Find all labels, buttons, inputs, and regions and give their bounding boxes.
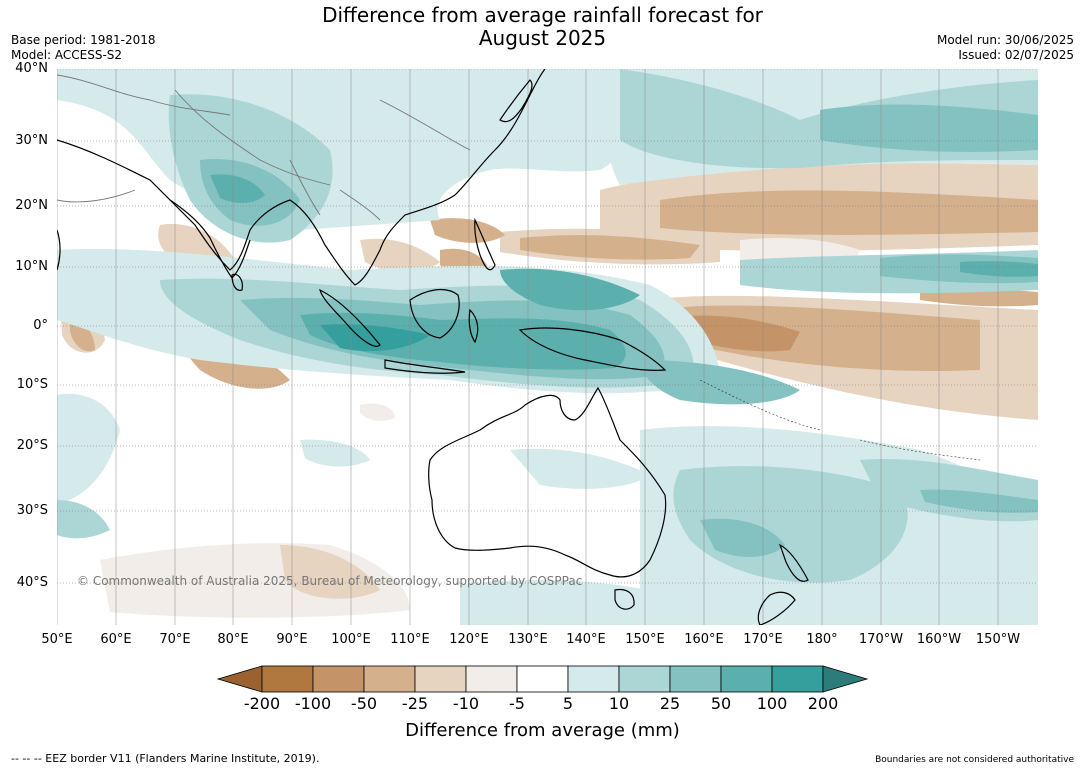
- new-zealand-coast: [757, 543, 809, 625]
- colorbar-label: -200: [243, 694, 281, 713]
- sri-lanka-coast: [231, 273, 243, 291]
- wet-anomaly-regions: [57, 69, 1038, 625]
- borneo-coast: [409, 288, 460, 339]
- colorbar-bin: [414, 665, 467, 693]
- philippines-coast: [474, 217, 496, 271]
- colorbar-label: 50: [710, 694, 732, 713]
- sulawesi-coast: [468, 308, 479, 344]
- colorbar-bin: [516, 665, 569, 693]
- boundaries-note: Boundaries are not considered authoritat…: [875, 755, 1074, 765]
- colorbar-label: 200: [807, 694, 839, 713]
- colorbar-label: 25: [659, 694, 681, 713]
- colorbar: [216, 665, 869, 693]
- lon-label: 160°E: [684, 632, 724, 647]
- colorbar-label: -25: [401, 694, 429, 713]
- lon-label: 140°E: [566, 632, 606, 647]
- colorbar-label: 10: [608, 694, 630, 713]
- colorbar-bin: [465, 665, 518, 693]
- colorbar-bin: [618, 665, 671, 693]
- colorbar-label: -10: [452, 694, 480, 713]
- colorbar-left-arrow: [216, 665, 263, 693]
- lon-label: 60°E: [100, 632, 132, 647]
- lon-label: 150°E: [625, 632, 665, 647]
- colorbar-bin: [567, 665, 620, 693]
- colorbar-label: 100: [756, 694, 788, 713]
- colorbar-label: 5: [562, 694, 574, 713]
- country-borders: [57, 74, 471, 221]
- lon-label: 90°E: [276, 632, 308, 647]
- title-line-1: Difference from average rainfall forecas…: [322, 3, 763, 27]
- new-guinea-coast: [518, 327, 667, 371]
- lat-label: 30°N: [15, 133, 48, 148]
- eez-borders: [699, 379, 981, 461]
- lon-label: 180°: [806, 632, 838, 647]
- issued-date: Issued: 02/07/2025: [958, 48, 1074, 62]
- sumatra-coast: [319, 288, 381, 347]
- lon-label: 130°E: [508, 632, 548, 647]
- colorbar-bin: [261, 665, 314, 693]
- lon-label: 100°E: [331, 632, 371, 647]
- japan-coast: [499, 79, 533, 123]
- meta-right: Model run: 30/06/2025 Issued: 02/07/2025: [937, 33, 1074, 63]
- africa-coast: [57, 229, 61, 271]
- lon-label: 50°E: [41, 632, 73, 647]
- india-coast: [169, 199, 251, 279]
- colorbar-label: -100: [294, 694, 332, 713]
- java-coast: [384, 359, 466, 374]
- lat-label: 10°S: [16, 377, 48, 392]
- eez-legend: -- -- -- EEZ border V11 (Flanders Marine…: [11, 752, 320, 765]
- title-line-2: August 2025: [478, 26, 607, 50]
- lat-label: 30°S: [16, 503, 48, 518]
- model-name: Model: ACCESS-S2: [11, 48, 123, 62]
- base-period: Base period: 1981-2018: [11, 33, 156, 47]
- colorbar-bin: [771, 665, 824, 693]
- dry-anomaly-regions: [60, 83, 1038, 618]
- lat-label: 40°N: [15, 61, 48, 76]
- colorbar-label: -5: [509, 694, 525, 713]
- lat-label: 10°N: [15, 259, 48, 274]
- colorbar-bin: [363, 665, 416, 693]
- asia-coast: [57, 69, 546, 286]
- lat-label: 0°: [33, 318, 48, 333]
- colorbar-bin: [312, 665, 365, 693]
- copyright-notice: © Commonwealth of Australia 2025, Bureau…: [77, 574, 583, 588]
- lon-label: 150°W: [975, 632, 1021, 647]
- lon-label: 170°W: [858, 632, 904, 647]
- colorbar-bin: [669, 665, 722, 693]
- lon-label: 120°E: [449, 632, 489, 647]
- meta-left: Base period: 1981-2018 Model: ACCESS-S2: [11, 33, 156, 63]
- colorbar-right-arrow: [822, 665, 869, 693]
- chart-title: Difference from average rainfall forecas…: [0, 4, 1085, 50]
- meridians: [57, 69, 999, 625]
- lon-label: 110°E: [390, 632, 430, 647]
- lon-label: 160°W: [916, 632, 962, 647]
- lat-label: 20°N: [15, 198, 48, 213]
- lat-label: 20°S: [16, 438, 48, 453]
- colorbar-title: Difference from average (mm): [405, 720, 680, 741]
- colorbar-bin: [720, 665, 773, 693]
- model-run: Model run: 30/06/2025: [936, 33, 1074, 47]
- australia-coast: [428, 386, 667, 578]
- lon-label: 170°E: [743, 632, 783, 647]
- tasmania-coast: [614, 588, 635, 610]
- lat-label: 40°S: [16, 575, 48, 590]
- lon-label: 70°E: [159, 632, 191, 647]
- coastlines: [57, 69, 809, 625]
- lon-label: 80°E: [217, 632, 249, 647]
- colorbar-label: -50: [350, 694, 378, 713]
